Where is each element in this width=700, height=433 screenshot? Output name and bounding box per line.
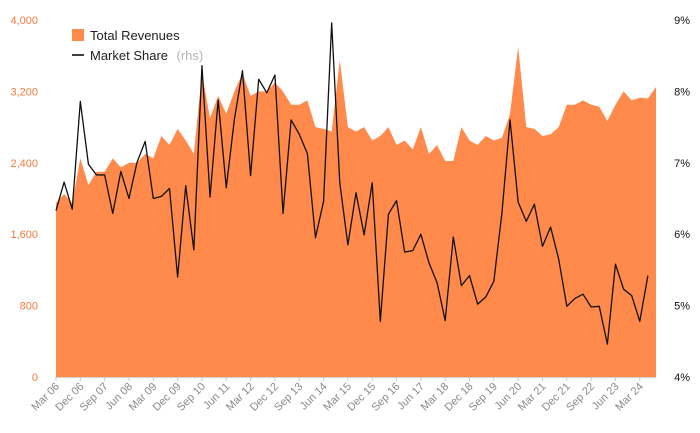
x-tick-label: Mar 24 [613,381,646,414]
left-tick-label: 1,600 [10,229,38,241]
right-tick-label: 4% [674,372,690,384]
left-tick-label: 3,200 [10,86,38,98]
legend-revenue-label: Total Revenues [90,28,180,43]
left-tick-label: 4,000 [10,15,38,27]
legend-share-label: Market Share [90,48,168,63]
market-share-line-layer [55,22,649,345]
right-tick-label: 6% [674,229,690,241]
right-tick-label: 9% [674,15,690,27]
right-tick-label: 5% [674,301,690,313]
revenue-area [56,46,656,378]
market-share-line [55,22,649,345]
right-tick-label: 7% [674,158,690,170]
left-tick-label: 0 [32,372,38,384]
revenue-area-layer [56,46,656,378]
legend-share-text: Market Share (rhs) [90,47,203,64]
left-tick-label: 800 [20,301,38,313]
right-axis-ticks: 4% 5% 6% 7% 8% 9% [674,15,690,384]
right-tick-label: 8% [674,86,690,98]
legend-share-suffix: (rhs) [177,48,204,63]
legend-revenue-swatch [72,29,84,41]
legend: Total Revenues Market Share (rhs) [72,28,203,64]
left-tick-label: 2,400 [10,158,38,170]
left-axis-ticks: 0 800 1,600 2,400 3,200 4,000 [10,15,38,384]
